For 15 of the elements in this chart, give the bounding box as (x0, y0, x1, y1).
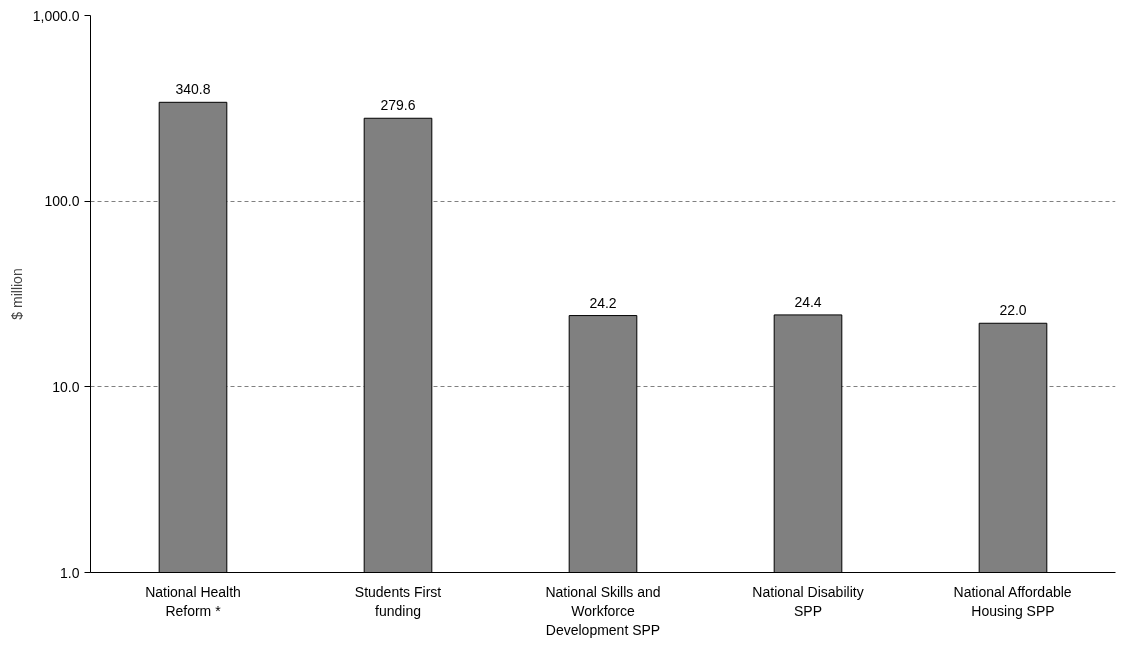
x-tick-label: National Skills and Workforce Development SPP (545, 583, 661, 638)
y-tick-label: 1.0 (60, 564, 80, 581)
data-label: 340.8 (175, 81, 211, 98)
x-tick-label: National Disability SPP (752, 583, 864, 619)
x-tick-label: National Health Reform * (145, 583, 241, 619)
data-label: 279.6 (380, 97, 416, 114)
x-tick-label: National Affordable Housing SPP (953, 583, 1072, 619)
y-tick-label: 100.0 (44, 193, 80, 210)
y-tick-label: 10.0 (52, 378, 80, 395)
y-tick-label: 1,000.0 (32, 7, 80, 24)
data-label: 24.4 (794, 293, 822, 310)
data-label: 24.2 (589, 294, 617, 311)
y-axis-title: $ million (8, 268, 25, 320)
x-tick-label: Students First funding (354, 583, 442, 619)
data-label: 22.0 (999, 302, 1027, 319)
